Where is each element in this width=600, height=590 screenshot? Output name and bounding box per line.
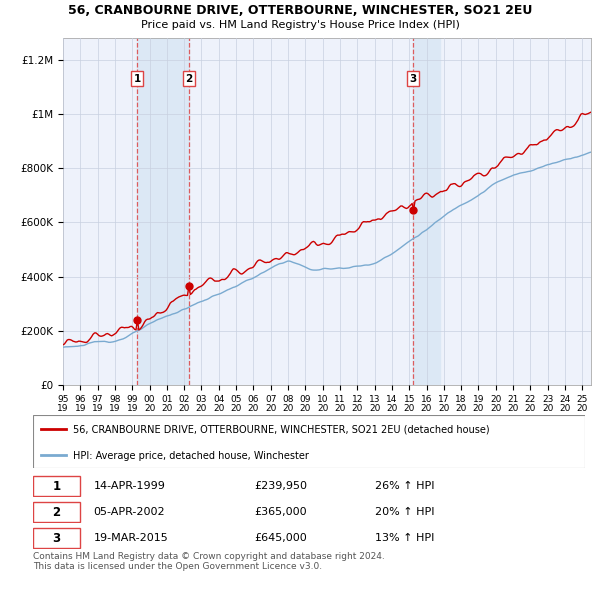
Text: £365,000: £365,000 — [254, 507, 307, 517]
FancyBboxPatch shape — [33, 528, 80, 548]
Text: 2: 2 — [52, 506, 61, 519]
Bar — [137, 38, 189, 385]
Text: 1: 1 — [134, 74, 141, 84]
Text: 20% ↑ HPI: 20% ↑ HPI — [375, 507, 435, 517]
Text: 14-APR-1999: 14-APR-1999 — [94, 481, 166, 491]
Text: 13% ↑ HPI: 13% ↑ HPI — [375, 533, 434, 543]
Text: 3: 3 — [52, 532, 61, 545]
Text: 56, CRANBOURNE DRIVE, OTTERBOURNE, WINCHESTER, SO21 2EU: 56, CRANBOURNE DRIVE, OTTERBOURNE, WINCH… — [68, 4, 532, 17]
FancyBboxPatch shape — [33, 476, 80, 496]
Text: HPI: Average price, detached house, Winchester: HPI: Average price, detached house, Winc… — [73, 451, 308, 461]
Text: £645,000: £645,000 — [254, 533, 307, 543]
Text: 19-MAR-2015: 19-MAR-2015 — [94, 533, 169, 543]
Bar — [413, 38, 440, 385]
Text: 56, CRANBOURNE DRIVE, OTTERBOURNE, WINCHESTER, SO21 2EU (detached house): 56, CRANBOURNE DRIVE, OTTERBOURNE, WINCH… — [73, 424, 490, 434]
Text: 3: 3 — [409, 74, 416, 84]
Text: Price paid vs. HM Land Registry's House Price Index (HPI): Price paid vs. HM Land Registry's House … — [140, 20, 460, 30]
Text: 1: 1 — [52, 480, 61, 493]
Text: 26% ↑ HPI: 26% ↑ HPI — [375, 481, 435, 491]
Text: 05-APR-2002: 05-APR-2002 — [94, 507, 166, 517]
FancyBboxPatch shape — [33, 502, 80, 522]
Text: Contains HM Land Registry data © Crown copyright and database right 2024.
This d: Contains HM Land Registry data © Crown c… — [33, 552, 385, 571]
Text: 2: 2 — [185, 74, 193, 84]
Text: £239,950: £239,950 — [254, 481, 307, 491]
